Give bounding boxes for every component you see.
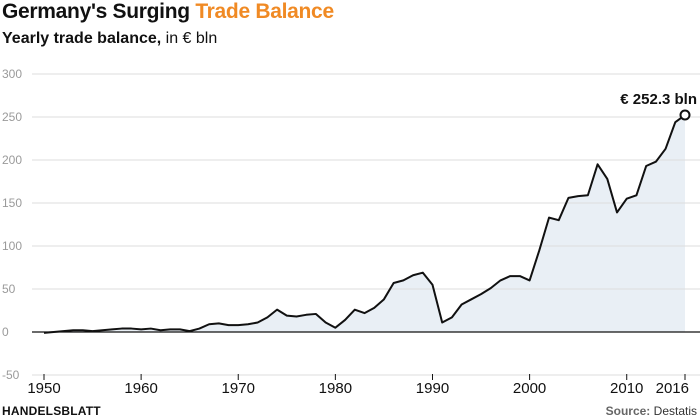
brand-logo: HANDELSBLATT xyxy=(2,404,101,418)
x-tick-label: 1960 xyxy=(124,380,157,397)
y-tick-label: 0 xyxy=(2,325,9,339)
area-fill xyxy=(44,115,685,333)
x-tick-label: 2010 xyxy=(610,380,643,397)
source-note: Source: Destatis xyxy=(606,404,697,418)
endpoint-marker xyxy=(679,109,691,121)
x-tick-label: 1990 xyxy=(416,380,449,397)
y-tick-label: 100 xyxy=(2,239,22,253)
y-tick-label: -50 xyxy=(2,368,20,382)
chart-subtitle: Yearly trade balance, in € bln xyxy=(2,30,217,48)
y-tick-label: 200 xyxy=(2,153,22,167)
title-main: Germany's Surging xyxy=(2,0,196,23)
y-tick-label: 250 xyxy=(2,110,22,124)
x-tick-label: 1950 xyxy=(27,380,60,397)
y-tick-label: 50 xyxy=(2,282,16,296)
chart-title: Germany's Surging Trade Balance xyxy=(2,0,334,24)
endpoint-callout: € 252.3 bln xyxy=(620,91,697,108)
x-tick-label: 1980 xyxy=(319,380,352,397)
y-tick-label: 300 xyxy=(2,67,22,81)
source-value: Destatis xyxy=(650,404,697,418)
x-tick-label: 2016 xyxy=(656,380,689,397)
subtitle-bold: Yearly trade balance, xyxy=(2,30,162,47)
trade-balance-line xyxy=(43,114,686,334)
x-tick-label: 1970 xyxy=(222,380,255,397)
subtitle-rest: in € bln xyxy=(161,30,218,47)
source-label: Source: xyxy=(605,404,651,418)
y-tick-label: 150 xyxy=(2,196,22,210)
title-accent: Trade Balance xyxy=(195,0,334,23)
x-tick-label: 2000 xyxy=(513,380,546,397)
